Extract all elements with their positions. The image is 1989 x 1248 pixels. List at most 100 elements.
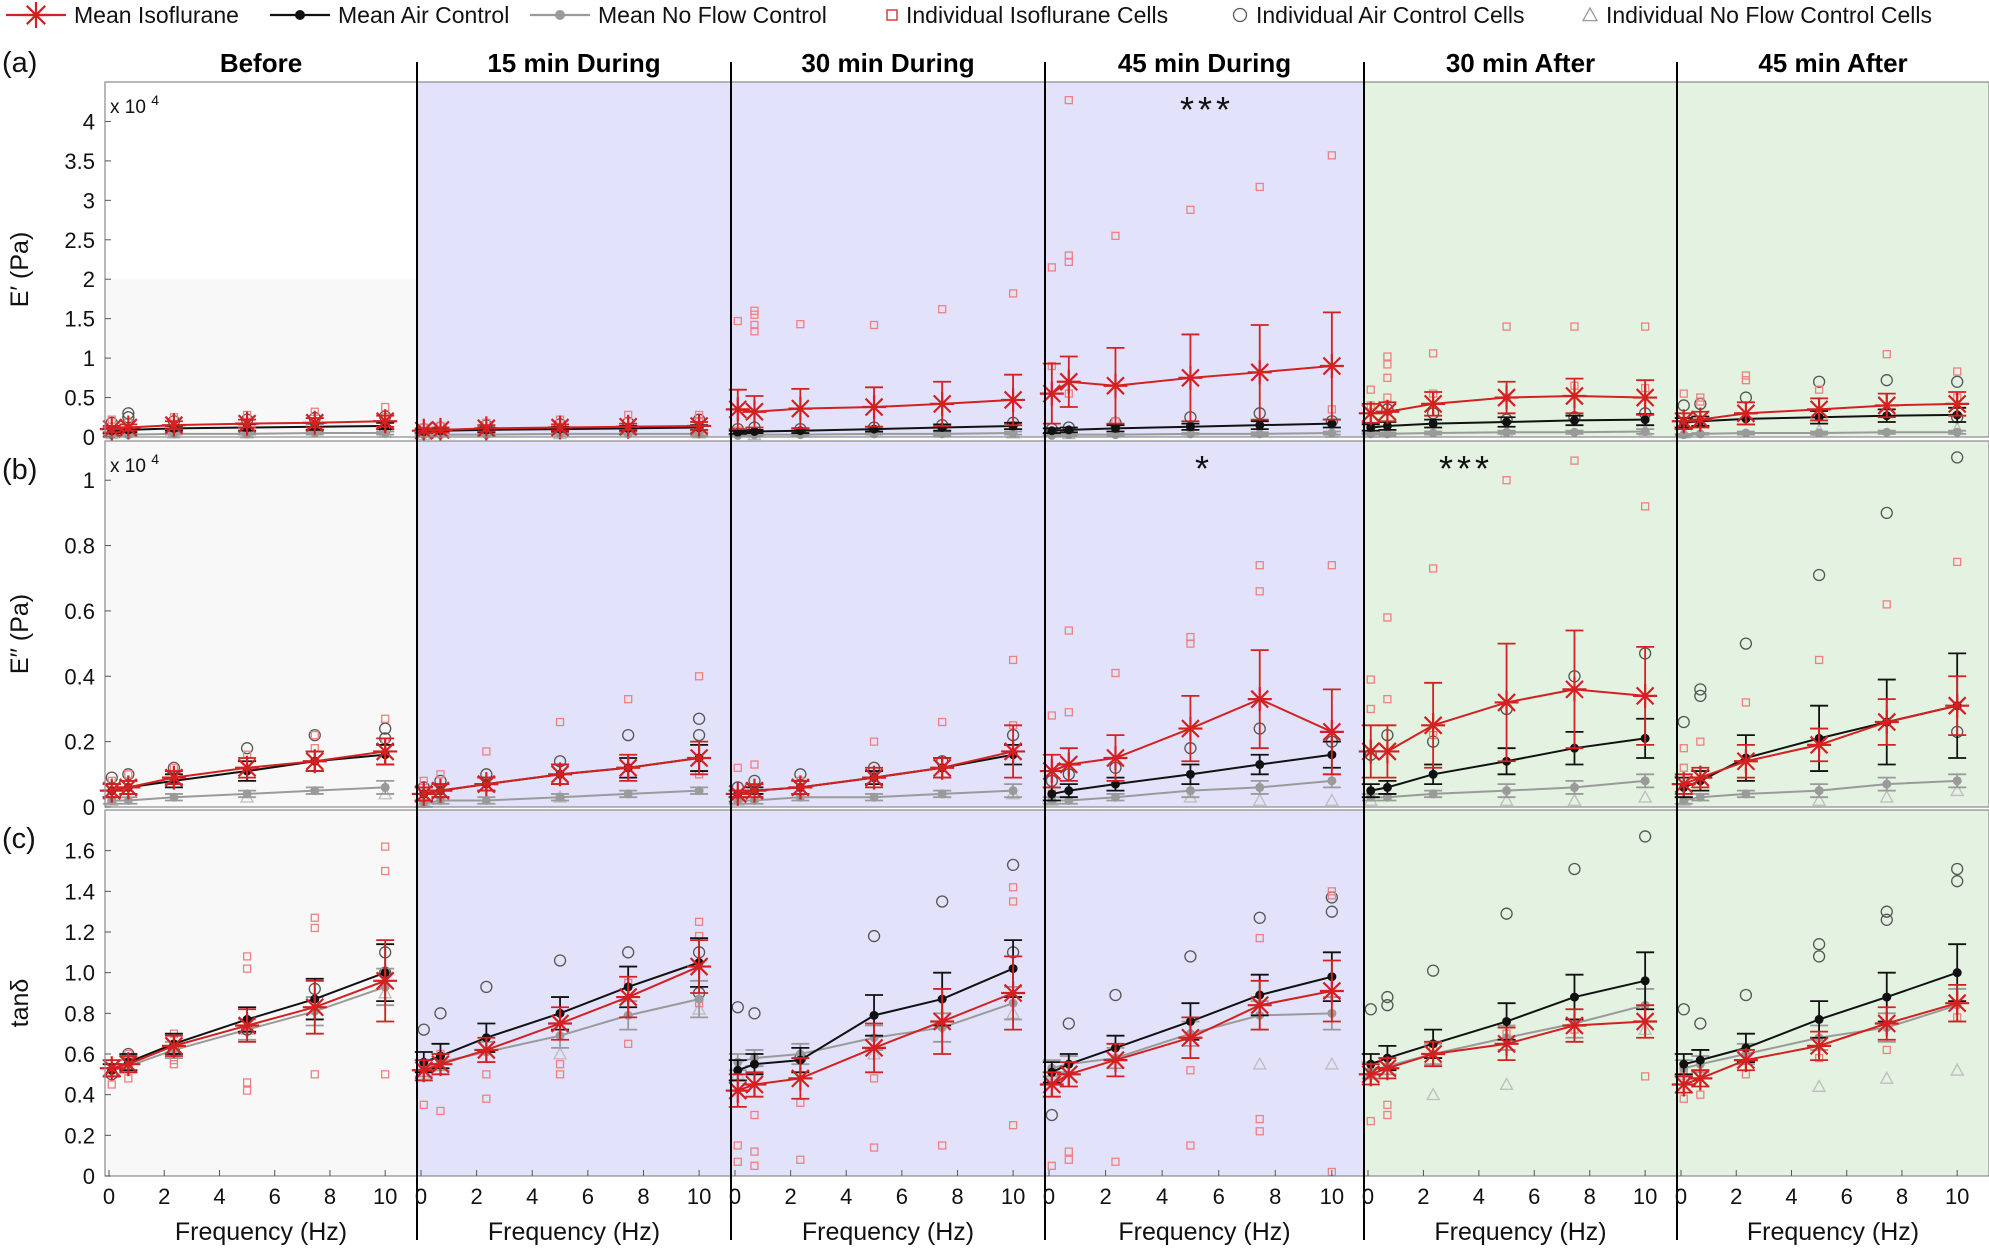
isoflurane-mean-point — [411, 1058, 436, 1083]
isoflurane-mean-point — [1375, 399, 1400, 424]
legend-marker-dot — [555, 10, 565, 20]
row-label: (c) — [2, 823, 36, 855]
panel-r3-c2: 0 2 4 6 8 10 Frequency (Hz) — [411, 62, 732, 1246]
isoflurane-cell-point — [1111, 231, 1120, 240]
noflow-cell-point — [1811, 1079, 1827, 1092]
isoflurane-cell-point — [750, 1147, 759, 1156]
noflow-mean-point — [1741, 789, 1751, 799]
isoflurane-cell-point — [869, 1143, 879, 1152]
legend-label: Individual Air Control Cells — [1256, 2, 1524, 28]
y-tick-label: 1 — [83, 346, 95, 371]
isoflurane-cell-point — [1741, 371, 1751, 380]
x-tick-label: 2 — [1417, 1184, 1429, 1209]
air-mean-point — [1064, 786, 1074, 796]
isoflurane-mean-point — [725, 1078, 750, 1103]
isoflurane-cell-point — [1679, 389, 1688, 398]
isoflurane-cell-point — [1008, 289, 1018, 298]
isoflurane-cell-point — [796, 1155, 805, 1164]
air-cell-point — [434, 1007, 447, 1020]
y-tick-label: 0.6 — [64, 599, 95, 624]
isoflurane-cell-point — [1428, 349, 1438, 358]
isoflurane-cell-point — [1640, 1072, 1650, 1081]
air-mean-point — [1064, 425, 1074, 435]
isoflurane-mean-point — [788, 396, 813, 421]
noflow-mean-point — [1882, 779, 1892, 789]
panel-background — [1677, 441, 1989, 807]
isoflurane-cell-point — [1327, 891, 1337, 900]
isoflurane-mean-point — [235, 1013, 260, 1038]
noflow-mean-point — [1327, 428, 1337, 438]
isoflurane-cell-point — [1327, 151, 1337, 160]
isoflurane-cell-point — [482, 1094, 491, 1103]
isoflurane-mean-point — [1688, 1066, 1713, 1091]
isoflurane-mean-point — [1874, 1011, 1899, 1036]
air-cell-point — [1426, 964, 1440, 977]
isoflurane-cell-point — [1696, 737, 1705, 746]
isoflurane-cell-point — [482, 1070, 491, 1079]
x-tick-label: 0 — [1043, 1184, 1055, 1209]
legend-label: Individual Isoflurane Cells — [906, 2, 1168, 28]
legend-marker-star — [23, 2, 49, 28]
air-mean-point — [1255, 420, 1265, 430]
x-tick-label: 8 — [637, 1184, 649, 1209]
isoflurane-mean-point — [116, 1052, 141, 1077]
isoflurane-cell-point — [1008, 897, 1018, 906]
isoflurane-cell-point — [381, 1070, 390, 1079]
isoflurane-cell-point — [1882, 1045, 1891, 1055]
isoflurane-mean-point — [1103, 745, 1128, 770]
air-mean-point — [1814, 1014, 1824, 1024]
isoflurane-cell-point — [1696, 1090, 1705, 1099]
isoflurane-cell-point — [436, 770, 445, 779]
y-tick-label: 0.2 — [64, 730, 95, 755]
noflow-cell-point — [552, 1046, 568, 1060]
air-cell-point — [1006, 858, 1020, 872]
air-cell-point — [1184, 950, 1197, 963]
isoflurane-cell-point — [1570, 456, 1579, 465]
isoflurane-mean-point — [116, 415, 141, 440]
air-mean-point — [1640, 415, 1650, 425]
isoflurane-mean-point — [548, 762, 573, 787]
x-tick-label: 2 — [1099, 1184, 1111, 1209]
isoflurane-cell-point — [750, 320, 759, 330]
isoflurane-mean-point — [788, 1066, 813, 1091]
isoflurane-mean-point — [1494, 385, 1519, 410]
isoflurane-mean-point — [687, 954, 712, 979]
isoflurane-cell-point — [381, 714, 390, 723]
isoflurane-cell-point — [1255, 182, 1264, 192]
x-tick-label: 2 — [158, 1184, 170, 1209]
panel-r1-c4: *** 45 min During — [1039, 48, 1365, 1240]
isoflurane-mean-point — [474, 1037, 499, 1062]
y-axis-row-1: 0 0.5 1 1.5 2 2.5 3 3.5 4 E′ (Pa) (a) x 10 4 — [2, 47, 159, 450]
air-mean-point — [733, 1065, 743, 1075]
noflow-cell-point — [1499, 1077, 1514, 1090]
x-tick-label: 0 — [415, 1184, 427, 1209]
air-mean-point — [749, 426, 759, 436]
air-cell-point — [240, 742, 254, 755]
isoflurane-mean-point — [1375, 1056, 1400, 1081]
isoflurane-cell-point — [555, 1060, 565, 1069]
x-tick-label: 8 — [324, 1184, 336, 1209]
y-tick-label: 0 — [83, 1164, 95, 1189]
axis-multiplier: x 10 4 — [110, 451, 159, 477]
air-mean-point — [1428, 419, 1438, 429]
isoflurane-mean-point — [1671, 409, 1696, 434]
isoflurane-mean-point — [1733, 401, 1758, 426]
isoflurane-mean-point — [428, 1052, 453, 1077]
isoflurane-cell-point — [1186, 205, 1195, 214]
air-cell-point — [1880, 374, 1893, 387]
x-tick-label: 6 — [269, 1184, 281, 1209]
air-mean-point — [1047, 789, 1057, 799]
isoflurane-mean-point — [99, 1056, 124, 1081]
noflow-mean-point — [1640, 426, 1650, 436]
air-mean-point — [1110, 779, 1120, 789]
x-tick-label: 6 — [1213, 1184, 1225, 1209]
panel-r3-c1: 0 2 4 6 8 10 Frequency (Hz) — [99, 809, 418, 1246]
panel-background — [1364, 82, 1677, 437]
isoflurane-cell-point — [733, 316, 742, 326]
panel-background — [1045, 441, 1364, 807]
isoflurane-mean-point — [1562, 383, 1587, 408]
isoflurane-cell-point — [419, 1100, 428, 1109]
y-tick-label: 0.6 — [64, 1042, 95, 1067]
air-cell-point — [1109, 988, 1122, 1002]
isoflurane-cell-point — [796, 320, 805, 329]
